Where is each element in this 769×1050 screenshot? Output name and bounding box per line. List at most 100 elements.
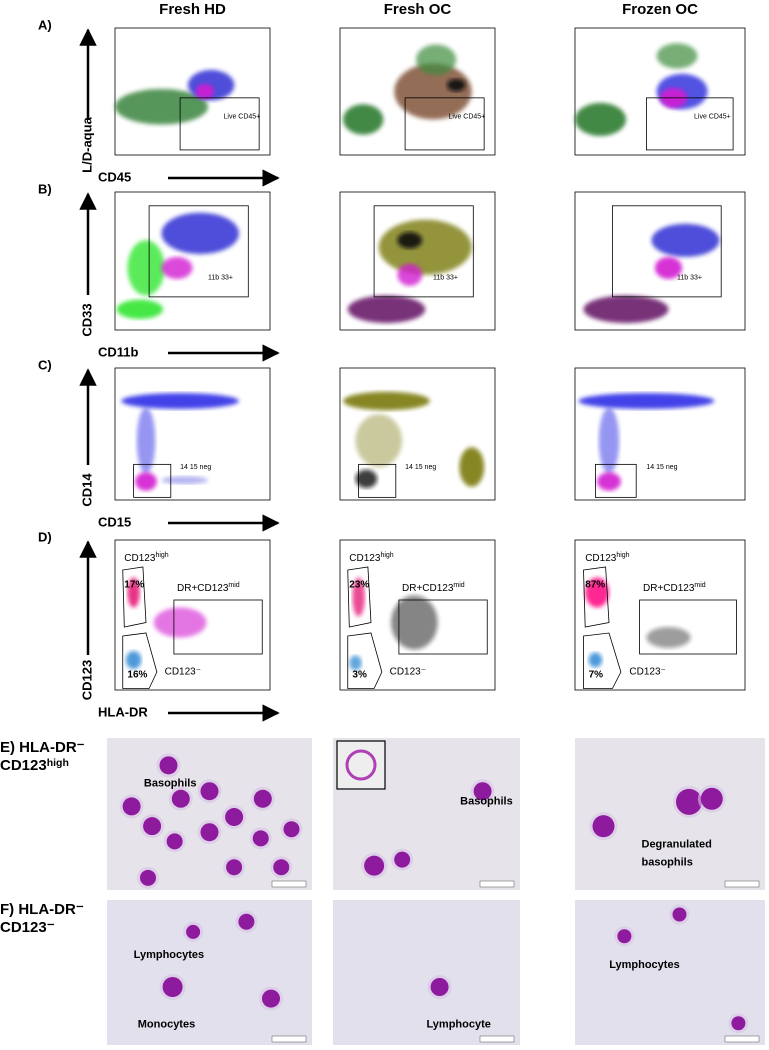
gate-label-sup: mid: [453, 582, 464, 589]
gate-label: 14 15 neg: [180, 464, 211, 471]
gate: [595, 463, 637, 498]
gate-label-base: DR+CD123: [643, 583, 695, 594]
cell-population: [588, 652, 603, 668]
cell-population: [646, 627, 691, 648]
cell: [140, 869, 156, 886]
x-axis-label: CD45: [98, 169, 131, 184]
cell-population: [575, 102, 626, 136]
cell-population: [355, 414, 402, 467]
gate: [639, 599, 737, 655]
cell: [171, 789, 190, 808]
row-label-sup: high: [47, 757, 69, 769]
cell: [672, 907, 687, 922]
gate: [179, 97, 260, 151]
gate-label: 87%: [585, 580, 605, 591]
cell-population: [349, 655, 362, 671]
row-label: C): [38, 357, 52, 372]
y-axis-label: L/D-aqua: [79, 116, 94, 172]
gate-label: CD123high: [349, 552, 393, 564]
gate-label: 7%: [589, 670, 604, 681]
y-axis-label: CD123: [79, 660, 94, 700]
gate-label-base: DR+CD123: [402, 583, 454, 594]
gate: [347, 566, 372, 628]
cell-population: [585, 577, 609, 608]
gate-label: 14 15 neg: [646, 464, 677, 471]
gate-label-sup: mid: [228, 582, 239, 589]
cell-population: [378, 219, 472, 275]
row-label: A): [38, 17, 52, 32]
cell-population: [125, 651, 142, 669]
gate-label-base: DR+CD123: [177, 583, 229, 594]
y-axis-label: CD14: [79, 473, 94, 507]
gate-label-base: CD123: [349, 553, 381, 564]
scale-bar: [479, 1035, 515, 1043]
gate-label: DR+CD123mid: [402, 582, 465, 594]
gate-label: 11b 33+: [677, 274, 702, 281]
gate: [148, 205, 249, 298]
gate-label: CD123high: [585, 552, 629, 564]
cell-population: [391, 595, 438, 650]
y-axis-label: CD33: [79, 303, 94, 336]
cell: [273, 859, 290, 876]
cell-caption: Basophils: [460, 796, 513, 808]
cell-population: [597, 472, 621, 491]
cell-population: [578, 393, 715, 409]
cell: [262, 989, 280, 1008]
cell-caption: Lymphocytes: [609, 959, 680, 971]
gate-label: 16%: [127, 670, 147, 681]
cell-population: [598, 407, 620, 474]
cell-population: [397, 232, 423, 249]
micrograph: [333, 900, 520, 1045]
row-label: E) HLA-DR⁻: [0, 739, 85, 756]
plot-frame: [574, 539, 746, 691]
column-header: Frozen OC: [622, 1, 698, 18]
row-label: B): [38, 181, 52, 196]
cell: [225, 808, 244, 827]
gate-label: 3%: [352, 670, 367, 681]
row-label: CD123⁻: [0, 919, 55, 936]
cell-population: [446, 78, 466, 92]
row-label: D): [38, 529, 52, 544]
row-label-base: CD123: [0, 757, 47, 774]
x-axis-label: HLA-DR: [98, 704, 148, 719]
cell: [122, 797, 141, 816]
cell-population: [654, 256, 683, 279]
cell: [162, 977, 183, 997]
cell: [731, 1016, 746, 1031]
gate-label: 17%: [124, 580, 144, 591]
gate-label: Live CD45+: [224, 114, 261, 121]
scale-bar: [724, 880, 760, 888]
micrograph: [107, 900, 312, 1045]
x-axis-label: CD11b: [98, 344, 139, 359]
gate-label-base: CD123: [124, 553, 156, 564]
cell: [617, 929, 632, 944]
scale-bar: [479, 880, 515, 888]
gate-label: CD123⁻: [629, 667, 665, 678]
gate-label: CD123⁻: [390, 667, 426, 678]
gate: [122, 632, 158, 689]
cell-caption: Lymphocyte: [427, 1019, 491, 1031]
gate-label: 11b 33+: [208, 274, 233, 281]
cell-population: [656, 43, 698, 69]
cell: [159, 756, 178, 775]
cell-population: [343, 391, 430, 411]
cell: [200, 782, 219, 801]
cell-population: [121, 393, 239, 409]
gate-label-sup: high: [380, 552, 393, 559]
gate: [122, 566, 147, 628]
cell-caption: Degranulated: [642, 838, 712, 850]
cell: [166, 833, 183, 850]
cell: [430, 978, 449, 996]
cell-population: [397, 263, 423, 286]
cell-population: [161, 212, 239, 255]
cell-population: [161, 256, 193, 279]
gate: [173, 599, 263, 655]
gate-label-sup: mid: [694, 582, 705, 589]
gate-label: DR+CD123mid: [177, 582, 240, 594]
gate-label: 14 15 neg: [405, 464, 436, 471]
gate-label: DR+CD123mid: [643, 582, 706, 594]
gate-label: CD123⁻: [165, 667, 201, 678]
cell-caption: basophils: [642, 857, 693, 869]
cell: [143, 817, 162, 836]
